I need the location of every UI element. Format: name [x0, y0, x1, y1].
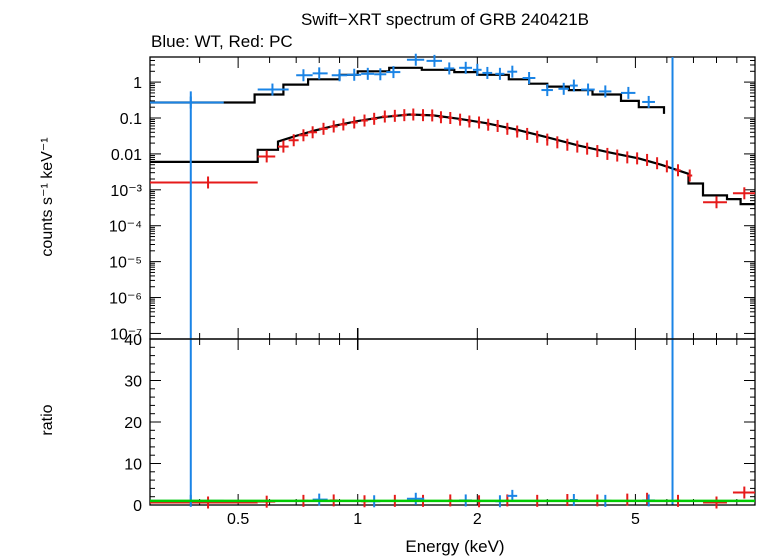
y-tick-label: 10⁻⁴: [109, 219, 142, 236]
y-tick-label: 40: [124, 332, 142, 349]
y-tick-label: 0.1: [120, 111, 142, 128]
ratio-frame: [149, 338, 756, 506]
x-tick-label: 5: [631, 511, 640, 528]
y-tick-label: 20: [124, 415, 142, 432]
spectrum-panel: 1 0.1 0.01 10⁻³ 10⁻⁴ 10⁻⁵ 10⁻⁶ 10⁻⁷: [109, 53, 756, 505]
spectrum-frame: [149, 56, 756, 340]
y-tick-label: 10⁻⁶: [109, 291, 142, 308]
y-tick-label: 10⁻⁵: [109, 255, 142, 272]
y-tick-label: 1: [133, 75, 142, 92]
y-tick-label: 0: [133, 498, 142, 515]
y-tick-label: 10⁻⁷: [110, 326, 142, 343]
y-tick-label: 10⁻³: [110, 183, 142, 200]
pc-model-line: [150, 113, 755, 206]
y-tick-label: 10: [124, 457, 142, 474]
wt-model-line: [150, 66, 666, 114]
chart-subtitle: Blue: WT, Red: PC: [151, 32, 293, 51]
x-tick-label: 2: [473, 511, 482, 528]
x-axis-label: Energy (keV): [405, 537, 504, 556]
x-tick-label: 1: [353, 511, 362, 528]
upper-y-axis-label: counts s⁻¹ keV⁻¹: [39, 137, 56, 256]
chart-title: Swift−XRT spectrum of GRB 240421B: [301, 10, 589, 29]
y-tick-label: 30: [124, 374, 142, 391]
lower-y-axis-label: ratio: [39, 404, 56, 435]
y-tick-label: 0.01: [111, 147, 142, 164]
ratio-panel: 0.5 1 2 5 0 10 20 30 40: [124, 332, 756, 528]
x-tick-label: 0.5: [227, 511, 249, 528]
